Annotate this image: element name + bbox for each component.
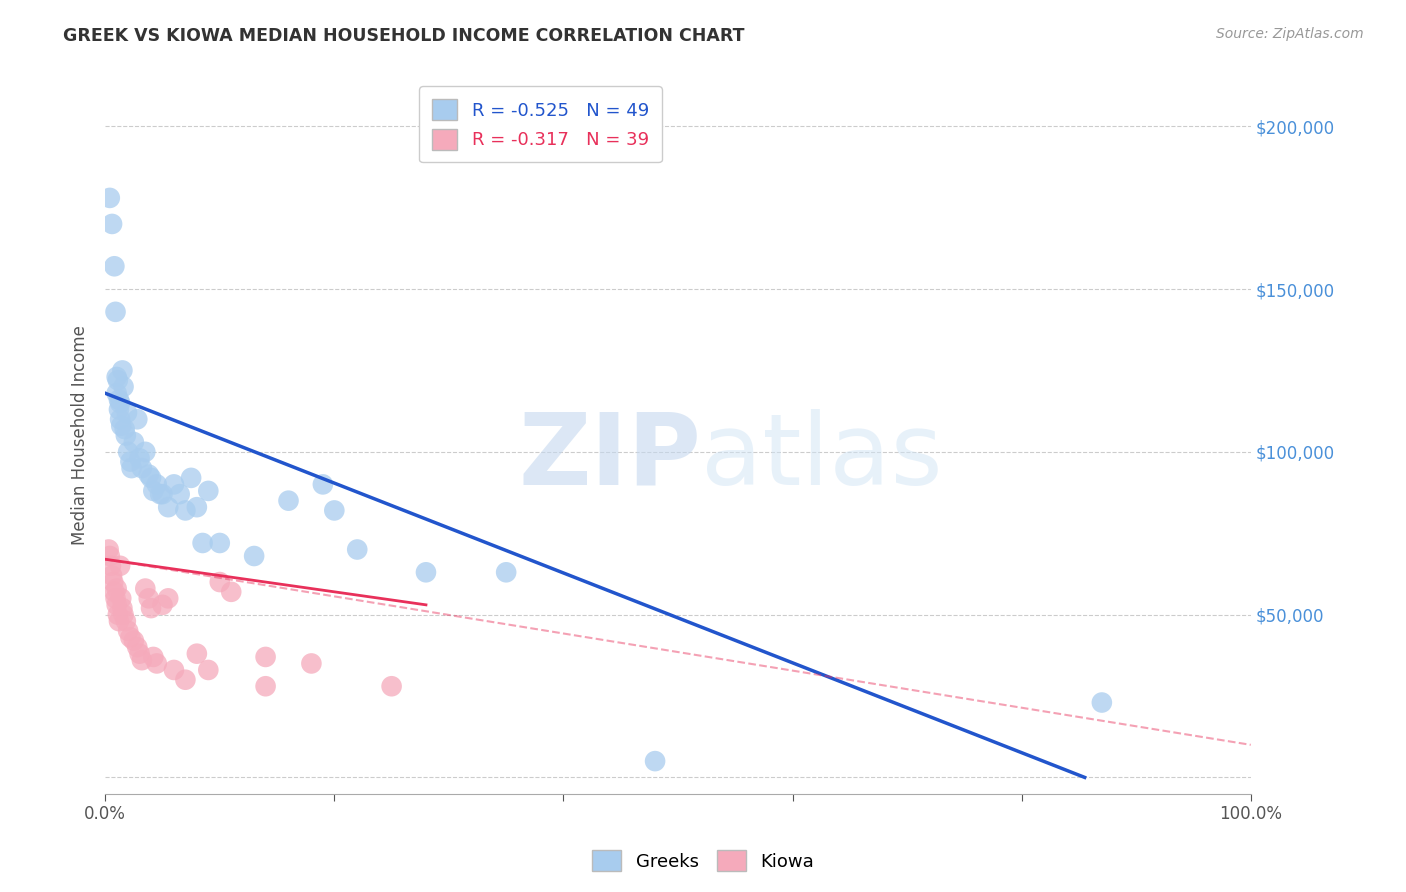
Point <box>114 614 136 628</box>
Point <box>180 471 202 485</box>
Point <box>145 657 167 671</box>
Point <box>145 477 167 491</box>
Point <box>186 647 208 661</box>
Point <box>243 549 266 563</box>
Point <box>100 558 122 573</box>
Point <box>112 380 135 394</box>
Point <box>191 536 214 550</box>
Point <box>415 566 437 580</box>
Text: GREEK VS KIOWA MEDIAN HOUSEHOLD INCOME CORRELATION CHART: GREEK VS KIOWA MEDIAN HOUSEHOLD INCOME C… <box>63 27 745 45</box>
Point <box>139 601 162 615</box>
Point <box>299 657 322 671</box>
Point <box>138 591 160 606</box>
Legend: R = -0.525   N = 49, R = -0.317   N = 39: R = -0.525 N = 49, R = -0.317 N = 39 <box>419 87 662 162</box>
Point <box>103 260 125 274</box>
Point <box>169 487 191 501</box>
Point <box>110 591 132 606</box>
Point <box>98 549 121 563</box>
Point <box>157 591 180 606</box>
Point <box>254 679 277 693</box>
Point <box>138 467 160 482</box>
Point <box>104 591 127 606</box>
Point <box>128 451 150 466</box>
Point <box>104 305 127 319</box>
Point <box>152 598 174 612</box>
Point <box>134 582 156 596</box>
Point <box>114 422 136 436</box>
Point <box>174 673 197 687</box>
Text: atlas: atlas <box>702 409 942 506</box>
Point <box>277 493 299 508</box>
Point <box>134 445 156 459</box>
Point <box>101 568 124 582</box>
Point <box>101 217 124 231</box>
Point <box>163 477 186 491</box>
Point <box>107 607 129 622</box>
Point <box>108 402 131 417</box>
Point <box>108 412 131 426</box>
Point <box>115 406 138 420</box>
Point <box>495 566 517 580</box>
Point <box>163 663 186 677</box>
Point <box>142 649 165 664</box>
Point <box>197 663 219 677</box>
Point <box>139 471 162 485</box>
Point <box>1091 696 1114 710</box>
Point <box>157 500 180 515</box>
Point <box>105 370 128 384</box>
Point <box>103 584 125 599</box>
Point <box>110 418 132 433</box>
Point <box>97 542 120 557</box>
Point <box>323 503 346 517</box>
Point <box>208 536 231 550</box>
Point <box>381 679 404 693</box>
Point <box>117 624 139 638</box>
Point <box>122 633 145 648</box>
Point <box>111 601 134 615</box>
Point <box>107 373 129 387</box>
Point <box>117 445 139 459</box>
Point <box>108 558 131 573</box>
Text: ZIP: ZIP <box>517 409 702 506</box>
Point <box>120 454 142 468</box>
Point <box>98 191 121 205</box>
Point <box>122 435 145 450</box>
Point <box>120 631 142 645</box>
Y-axis label: Median Household Income: Median Household Income <box>72 326 89 546</box>
Point <box>219 584 242 599</box>
Point <box>103 575 125 590</box>
Point <box>111 363 134 377</box>
Point <box>105 582 128 596</box>
Point <box>131 461 153 475</box>
Point <box>174 503 197 517</box>
Point <box>108 614 131 628</box>
Point <box>346 542 368 557</box>
Point <box>149 487 172 501</box>
Point <box>142 483 165 498</box>
Point <box>312 477 335 491</box>
Point <box>105 386 128 401</box>
Point <box>644 754 666 768</box>
Point <box>108 396 131 410</box>
Point <box>186 500 208 515</box>
Point <box>208 575 231 590</box>
Point <box>114 428 136 442</box>
Point <box>131 653 153 667</box>
Legend: Greeks, Kiowa: Greeks, Kiowa <box>585 843 821 879</box>
Point <box>128 647 150 661</box>
Point <box>152 487 174 501</box>
Point <box>254 649 277 664</box>
Point <box>108 392 131 407</box>
Point <box>112 607 135 622</box>
Text: Source: ZipAtlas.com: Source: ZipAtlas.com <box>1216 27 1364 41</box>
Point <box>121 461 143 475</box>
Point <box>127 412 149 426</box>
Point <box>197 483 219 498</box>
Point <box>105 598 128 612</box>
Point <box>127 640 149 655</box>
